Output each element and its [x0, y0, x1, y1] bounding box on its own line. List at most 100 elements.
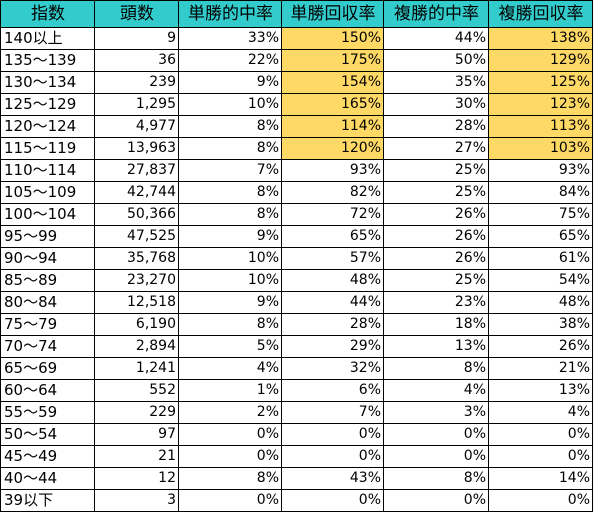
- table-row: 125〜129 1,295 10% 165% 30% 123%: [0, 93, 593, 116]
- cell-place-hit-rate: 30%: [383, 93, 489, 116]
- cell-index: 90〜94: [0, 247, 95, 270]
- cell-place-hit-rate: 18%: [383, 313, 489, 336]
- cell-place-hit-rate: 35%: [383, 71, 489, 94]
- table-row: 95〜99 47,525 9% 65% 26% 65%: [0, 225, 593, 248]
- header-place-hit-rate: 複勝的中率: [383, 0, 489, 28]
- table-row: 75〜79 6,190 8% 28% 18% 38%: [0, 313, 593, 336]
- cell-count: 42,744: [94, 181, 179, 204]
- cell-place-return-rate: 14%: [488, 467, 593, 490]
- cell-win-return-rate: 43%: [281, 467, 384, 490]
- cell-place-return-rate: 138%: [488, 27, 593, 50]
- cell-win-hit-rate: 7%: [178, 159, 282, 182]
- cell-place-return-rate: 125%: [488, 71, 593, 94]
- table-row: 80〜84 12,518 9% 44% 23% 48%: [0, 291, 593, 314]
- cell-win-hit-rate: 10%: [178, 93, 282, 116]
- cell-count: 35,768: [94, 247, 179, 270]
- cell-win-hit-rate: 9%: [178, 291, 282, 314]
- cell-win-return-rate: 29%: [281, 335, 384, 358]
- cell-win-hit-rate: 9%: [178, 225, 282, 248]
- cell-place-hit-rate: 0%: [383, 445, 489, 468]
- header-index: 指数: [0, 0, 95, 28]
- cell-place-return-rate: 13%: [488, 379, 593, 402]
- header-place-return-rate: 複勝回収率: [488, 0, 593, 28]
- cell-index: 130〜134: [0, 71, 95, 94]
- cell-place-return-rate: 0%: [488, 489, 593, 512]
- cell-place-return-rate: 0%: [488, 445, 593, 468]
- cell-win-hit-rate: 10%: [178, 269, 282, 292]
- cell-place-return-rate: 113%: [488, 115, 593, 138]
- cell-win-return-rate: 93%: [281, 159, 384, 182]
- cell-index: 65〜69: [0, 357, 95, 380]
- cell-place-hit-rate: 50%: [383, 49, 489, 72]
- cell-win-hit-rate: 4%: [178, 357, 282, 380]
- cell-index: 115〜119: [0, 137, 95, 160]
- cell-index: 85〜89: [0, 269, 95, 292]
- table-row: 39以下 3 0% 0% 0% 0%: [0, 489, 593, 512]
- cell-index: 100〜104: [0, 203, 95, 226]
- cell-index: 70〜74: [0, 335, 95, 358]
- table-row: 130〜134 239 9% 154% 35% 125%: [0, 71, 593, 94]
- cell-count: 3: [94, 489, 179, 512]
- cell-index: 75〜79: [0, 313, 95, 336]
- cell-count: 552: [94, 379, 179, 402]
- cell-index: 105〜109: [0, 181, 95, 204]
- cell-count: 1,241: [94, 357, 179, 380]
- cell-index: 55〜59: [0, 401, 95, 424]
- cell-place-return-rate: 54%: [488, 269, 593, 292]
- cell-count: 12: [94, 467, 179, 490]
- cell-win-return-rate: 28%: [281, 313, 384, 336]
- table-row: 60〜64 552 1% 6% 4% 13%: [0, 379, 593, 402]
- cell-place-return-rate: 21%: [488, 357, 593, 380]
- cell-index: 125〜129: [0, 93, 95, 116]
- cell-place-hit-rate: 25%: [383, 159, 489, 182]
- cell-win-return-rate: 44%: [281, 291, 384, 314]
- table-row: 90〜94 35,768 10% 57% 26% 61%: [0, 247, 593, 270]
- cell-count: 13,963: [94, 137, 179, 160]
- cell-win-return-rate: 150%: [281, 27, 384, 50]
- table-row: 105〜109 42,744 8% 82% 25% 84%: [0, 181, 593, 204]
- cell-index: 60〜64: [0, 379, 95, 402]
- cell-win-hit-rate: 8%: [178, 467, 282, 490]
- cell-place-hit-rate: 25%: [383, 269, 489, 292]
- cell-place-return-rate: 61%: [488, 247, 593, 270]
- cell-count: 9: [94, 27, 179, 50]
- cell-win-return-rate: 72%: [281, 203, 384, 226]
- table-row: 50〜54 97 0% 0% 0% 0%: [0, 423, 593, 446]
- cell-place-return-rate: 0%: [488, 423, 593, 446]
- cell-index: 40〜44: [0, 467, 95, 490]
- cell-win-return-rate: 57%: [281, 247, 384, 270]
- cell-win-hit-rate: 8%: [178, 313, 282, 336]
- cell-place-hit-rate: 25%: [383, 181, 489, 204]
- cell-win-hit-rate: 8%: [178, 203, 282, 226]
- cell-place-return-rate: 4%: [488, 401, 593, 424]
- cell-count: 2,894: [94, 335, 179, 358]
- table-row: 40〜44 12 8% 43% 8% 14%: [0, 467, 593, 490]
- table-row: 70〜74 2,894 5% 29% 13% 26%: [0, 335, 593, 358]
- cell-place-hit-rate: 3%: [383, 401, 489, 424]
- cell-place-hit-rate: 26%: [383, 225, 489, 248]
- cell-count: 27,837: [94, 159, 179, 182]
- cell-index: 110〜114: [0, 159, 95, 182]
- cell-place-return-rate: 48%: [488, 291, 593, 314]
- cell-count: 239: [94, 71, 179, 94]
- cell-count: 47,525: [94, 225, 179, 248]
- cell-win-hit-rate: 22%: [178, 49, 282, 72]
- cell-count: 4,977: [94, 115, 179, 138]
- cell-place-hit-rate: 28%: [383, 115, 489, 138]
- cell-place-hit-rate: 8%: [383, 357, 489, 380]
- cell-count: 6,190: [94, 313, 179, 336]
- cell-win-hit-rate: 2%: [178, 401, 282, 424]
- cell-index: 135〜139: [0, 49, 95, 72]
- cell-place-hit-rate: 8%: [383, 467, 489, 490]
- cell-index: 39以下: [0, 489, 95, 512]
- table-row: 85〜89 23,270 10% 48% 25% 54%: [0, 269, 593, 292]
- cell-win-hit-rate: 0%: [178, 489, 282, 512]
- cell-win-hit-rate: 8%: [178, 137, 282, 160]
- cell-win-return-rate: 154%: [281, 71, 384, 94]
- header-win-hit-rate: 単勝的中率: [178, 0, 282, 28]
- table-row: 115〜119 13,963 8% 120% 27% 103%: [0, 137, 593, 160]
- cell-win-hit-rate: 0%: [178, 445, 282, 468]
- cell-index: 140以上: [0, 27, 95, 50]
- header-count: 頭数: [94, 0, 179, 28]
- cell-count: 97: [94, 423, 179, 446]
